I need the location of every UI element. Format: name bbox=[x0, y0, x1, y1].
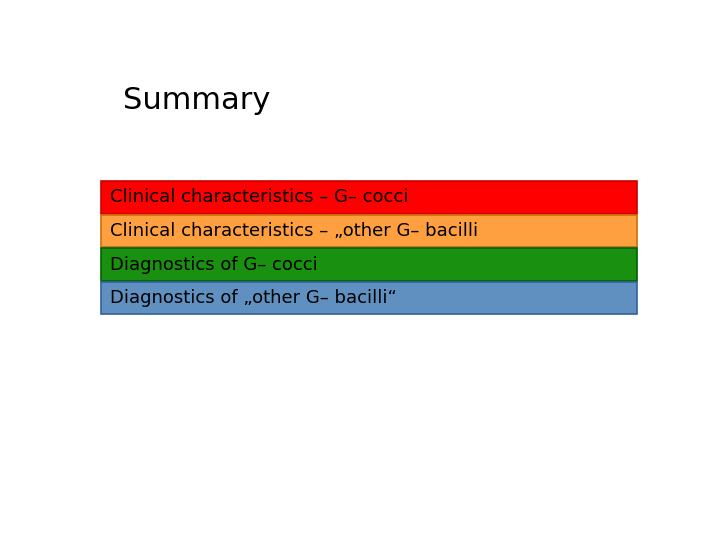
Text: Clinical characteristics – G– cocci: Clinical characteristics – G– cocci bbox=[109, 188, 408, 206]
Bar bbox=[101, 215, 636, 247]
Bar bbox=[101, 181, 636, 213]
Text: Clinical characteristics – „other G– bacilli: Clinical characteristics – „other G– bac… bbox=[109, 222, 477, 240]
Text: Diagnostics of „other G– bacilli“: Diagnostics of „other G– bacilli“ bbox=[109, 289, 397, 307]
Text: Summary: Summary bbox=[124, 85, 271, 114]
Bar bbox=[101, 248, 636, 281]
Text: Diagnostics of G– cocci: Diagnostics of G– cocci bbox=[109, 255, 318, 274]
Bar bbox=[101, 282, 636, 314]
